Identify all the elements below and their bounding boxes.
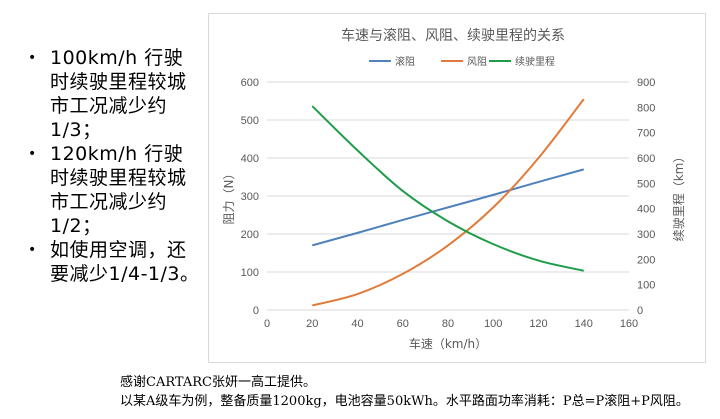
- y2-tick-label: 800: [637, 102, 655, 114]
- y2-tick-label: 600: [637, 153, 655, 165]
- series-line: [312, 98, 585, 307]
- y-tick-label: 400: [241, 153, 259, 165]
- bullet-item: • 120km/h 行驶时续驶里程较城市工况减少约1/2；: [22, 142, 202, 238]
- y2-tick-label: 300: [637, 229, 655, 241]
- y-tick-label: 100: [241, 267, 259, 279]
- bullet-item: • 100km/h 行驶时续驶里程较城市工况减少约1/3；: [22, 46, 202, 142]
- x-tick-label: 20: [306, 318, 318, 330]
- y2-tick-label: 0: [637, 305, 643, 317]
- bullet-dot-icon: •: [28, 242, 37, 258]
- y2-tick-label: 200: [637, 254, 655, 266]
- x-tick-label: 100: [484, 318, 502, 330]
- y-axis-title: 阻力（N）: [222, 168, 236, 225]
- legend-label: 续驶里程: [515, 55, 555, 68]
- legend-label: 风阻: [467, 56, 487, 68]
- x-tick-label: 40: [351, 318, 363, 330]
- y-tick-label: 200: [241, 229, 259, 241]
- y-tick-label: 600: [241, 77, 259, 89]
- x-tick-label: 120: [529, 318, 547, 330]
- series-line: [311, 168, 585, 247]
- chart-canvas: 0100200300400500600010020030040050060070…: [222, 27, 686, 351]
- y2-axis-title: 续驶里程（km）: [671, 151, 686, 242]
- x-tick-label: 60: [397, 318, 409, 330]
- bullet-dot-icon: •: [28, 50, 37, 66]
- x-tick-label: 160: [620, 318, 638, 330]
- chart-container: 0 100 200 300 400 500 600 0 100 200 300 400 500 600 70…: [208, 13, 706, 363]
- y2-tick-label: 900: [637, 77, 655, 89]
- y-tick-label: 300: [241, 191, 259, 203]
- y-tick-label: 500: [241, 115, 259, 127]
- y2-tick-label: 500: [637, 178, 655, 190]
- x-tick-label: 0: [264, 318, 270, 330]
- bullet-list: • 100km/h 行驶时续驶里程较城市工况减少约1/3； • 120km/h 行驶…: [22, 46, 202, 286]
- footer-line-description: 以某A级车为例，整备质量1200kg，电池容量50kWh。水平路面功率消耗：P总…: [120, 394, 689, 409]
- bullet-item: • 如使用空调，还要减少1/4-1/3。: [22, 238, 202, 286]
- y2-tick-label: 100: [637, 280, 655, 292]
- y2-tick-label: 400: [637, 204, 655, 216]
- y2-tick-label: 700: [637, 128, 655, 140]
- x-axis-title: 车速（km/h）: [409, 336, 487, 351]
- legend-label: 滚阻: [395, 55, 415, 68]
- chart-title: 车速与滚阻、风阻、续驶里程的关系: [341, 27, 565, 44]
- bullet-text: 120km/h 行驶时续驶里程较城市工况减少约1/2；: [50, 143, 187, 237]
- bullet-text: 如使用空调，还要减少1/4-1/3。: [50, 239, 200, 285]
- bullet-dot-icon: •: [28, 146, 37, 162]
- x-tick-label: 80: [442, 318, 454, 330]
- series-line: [311, 105, 584, 272]
- footer-note: 感谢CARTARC张妍一高工提供。 以某A级车为例，整备质量1200kg，电池容…: [120, 373, 689, 411]
- bullet-text: 100km/h 行驶时续驶里程较城市工况减少约1/3；: [50, 47, 187, 141]
- footer-line-credit: 感谢CARTARC张妍一高工提供。: [120, 375, 316, 390]
- y-tick-label: 0: [253, 305, 259, 317]
- x-tick-label: 140: [575, 318, 593, 330]
